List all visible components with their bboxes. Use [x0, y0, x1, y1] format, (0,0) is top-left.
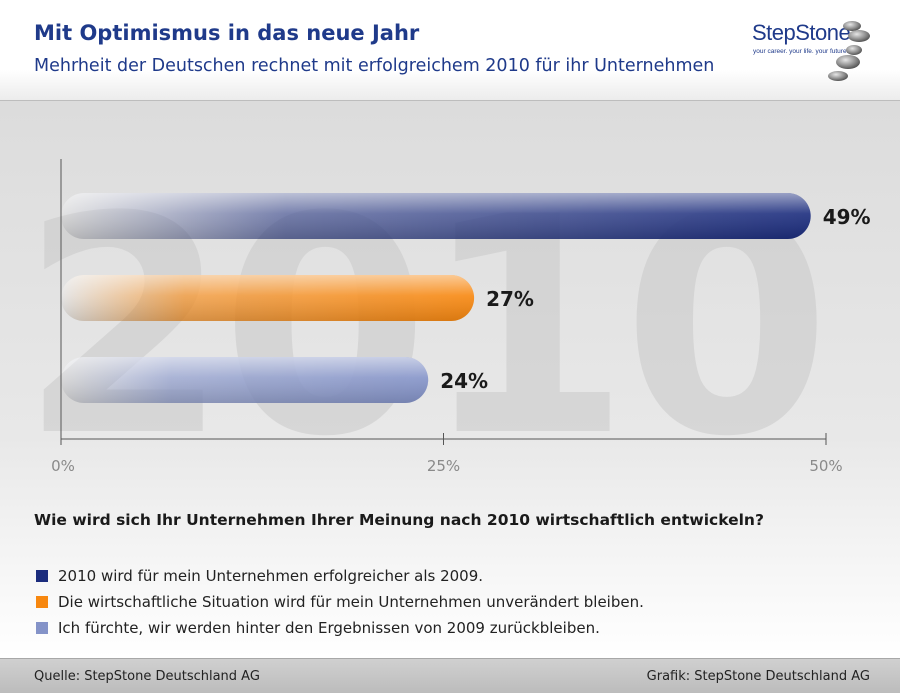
legend-label: 2010 wird für mein Unternehmen erfolgrei… — [58, 567, 484, 585]
legend-swatch-orange — [36, 596, 48, 608]
page-subtitle: Mehrheit der Deutschen rechnet mit erfol… — [34, 56, 715, 76]
logo-brand: StepStone — [752, 20, 851, 45]
survey-question: Wie wird sich Ihr Unternehmen Ihrer Mein… — [34, 511, 764, 529]
bar-value-label: 49% — [823, 205, 871, 229]
bar-chart: 2010 49%27%24% 0% 25% 50% — [20, 153, 871, 501]
graphic-credit: Grafik: StepStone Deutschland AG — [646, 669, 870, 684]
source-note: Quelle: StepStone Deutschland AG — [34, 669, 260, 684]
bar-value-label: 27% — [486, 287, 534, 311]
stepstone-logo: StepStone your career. your life. your f… — [752, 18, 882, 88]
header: Mit Optimismus in das neue Jahr Mehrheit… — [0, 0, 900, 101]
logo-tagline: your career. your life. your future. — [753, 48, 849, 55]
legend: 2010 wird für mein Unternehmen erfolgrei… — [36, 563, 644, 641]
bar-fall-behind-gloss — [61, 357, 429, 403]
stones-icon — [828, 21, 870, 81]
legend-swatch-dark-blue — [36, 570, 48, 582]
bar-value-label: 24% — [440, 369, 488, 393]
legend-item: 2010 wird für mein Unternehmen erfolgrei… — [36, 563, 644, 589]
legend-item: Die wirtschaftliche Situation wird für m… — [36, 589, 644, 615]
chart-area: 2010 49% 27% 24% 0% 25% 50% Wie wird sich Ih… — [0, 101, 900, 658]
legend-label: Ich fürchte, wir werden hinter den Ergeb… — [58, 619, 600, 637]
x-tick-label: 25% — [427, 457, 460, 475]
legend-label: Die wirtschaftliche Situation wird für m… — [58, 593, 644, 611]
page-title: Mit Optimismus in das neue Jahr — [34, 21, 420, 45]
legend-item: Ich fürchte, wir werden hinter den Ergeb… — [36, 615, 644, 641]
x-tick-label: 0% — [51, 457, 75, 475]
legend-swatch-light-blue — [36, 622, 48, 634]
bar-more-successful-gloss — [61, 193, 811, 239]
footer: Quelle: StepStone Deutschland AG Grafik:… — [0, 658, 900, 693]
bar-unchanged-gloss — [61, 275, 475, 321]
x-tick-label: 50% — [809, 457, 842, 475]
